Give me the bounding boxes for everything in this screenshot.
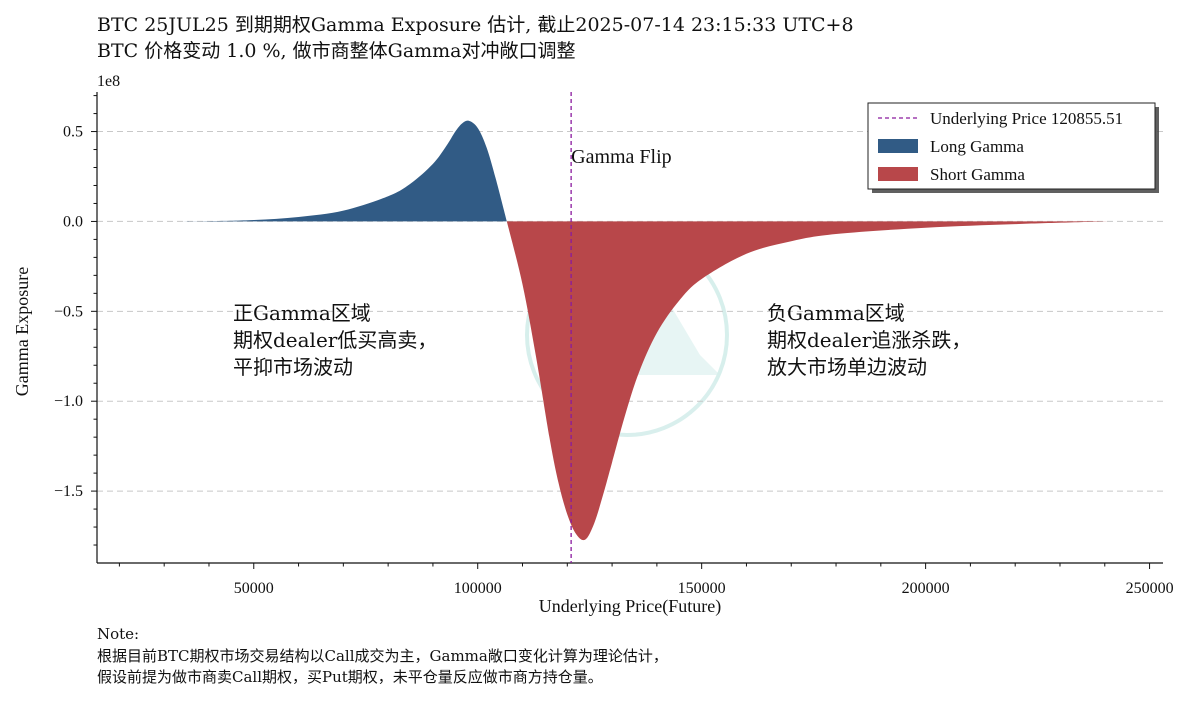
x-tick-label: 250000 [1126,580,1174,597]
positive-zone-text: 正Gamma区域 [233,301,371,325]
x-axis-label: Underlying Price(Future) [539,596,721,617]
y-axis-label: Gamma Exposure [12,267,32,396]
negative-zone-text: 负Gamma区域 [767,301,905,325]
x-tick-label: 150000 [678,580,726,597]
x-tick-label: 100000 [454,580,502,597]
negative-zone-text: 期权dealer追涨杀跌， [767,328,971,352]
gamma-flip-label: Gamma Flip [571,146,672,168]
chart-title-line2: BTC 价格变动 1.0 %, 做市商整体Gamma对冲敞口调整 [97,40,576,62]
y-tick-label: −1.5 [54,483,83,500]
legend-swatch-long-gamma [878,139,918,153]
y-tick-label: −0.5 [54,303,83,320]
y-axis-multiplier: 1e8 [97,73,120,90]
positive-zone-text: 平抑市场波动 [233,355,353,379]
legend-swatch-short-gamma [878,167,918,181]
note-line1: 根据目前BTC期权市场交易结构以Call成交为主，Gamma敞口变化计算为理论估… [97,647,668,665]
positive-zone-text: 期权dealer低买高卖， [233,328,437,352]
negative-zone-text: 放大市场单边波动 [767,355,927,379]
y-tick-label: 0.0 [63,213,83,230]
x-tick-label: 200000 [902,580,950,597]
long-gamma-area [141,120,507,222]
chart-title-line1: BTC 25JUL25 到期期权Gamma Exposure 估计, 截止202… [97,14,854,36]
note-label: Note: [97,625,140,643]
note-line2: 假设前提为做市商卖Call期权，买Put期权，未平仓量反应做市商方持仓量。 [97,668,603,686]
short-gamma-area [506,221,1110,541]
legend-label: Underlying Price 120855.51 [930,109,1123,128]
y-tick-label: 0.5 [63,124,83,141]
x-tick-label: 50000 [234,580,274,597]
y-tick-label: −1.0 [54,393,83,410]
legend-label: Short Gamma [930,165,1025,184]
gamma-exposure-chart: e 500001000001500002000002500000.50.0−0.… [12,73,1174,617]
legend-label: Long Gamma [930,137,1024,156]
